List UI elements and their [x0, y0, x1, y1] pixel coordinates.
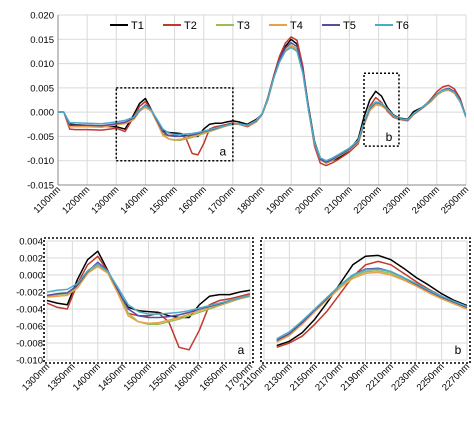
zoom-box-label-b: b [386, 130, 393, 144]
y-tick-label: -0.010 [16, 356, 43, 367]
y-tick-label: 0.000 [30, 108, 54, 119]
panel-label-b: b [455, 343, 462, 357]
y-tick-label: -0.015 [27, 181, 54, 192]
x-tick-label: 1300nm [89, 184, 121, 216]
x-tick-label: 1800nm [235, 184, 267, 216]
series-line-t6 [47, 263, 250, 315]
x-tick-label: 1500nm [148, 184, 180, 216]
y-tick-label: 0.000 [19, 271, 43, 282]
zoom-box-b [363, 72, 400, 147]
y-tick-label: 0.015 [30, 35, 54, 46]
series-line-t6 [58, 46, 466, 162]
zoom-a-series-group [47, 250, 250, 351]
zoom-b-series-group [276, 254, 467, 349]
zoom-a-panel: 0.004 0.002 0.000 -0.002 -0.004 -0.006 -0.008 -… [16, 237, 255, 394]
y-tick-label: -0.006 [16, 322, 43, 333]
x-tick-label: 1400nm [118, 184, 150, 216]
series-line-t2 [47, 255, 250, 351]
legend-label-t1: T1 [131, 20, 144, 32]
x-tick-label: 1600nm [177, 184, 209, 216]
x-tick-label: 1700nm [206, 184, 238, 216]
legend-label-t3: T3 [237, 20, 250, 32]
y-tick-label: 0.005 [30, 83, 54, 94]
y-tick-label: 0.004 [19, 237, 43, 248]
main-panel: 0.020 0.015 0.010 0.005 0.000 -0.005 -0.010 -0.… [27, 11, 471, 217]
series-line-t4 [276, 271, 467, 343]
x-tick-label: 2400nm [410, 184, 442, 216]
series-line-t6 [276, 268, 467, 340]
legend-label-t2: T2 [184, 20, 197, 32]
x-tick-label: 2000nm [293, 184, 325, 216]
series-line-t1 [47, 250, 250, 319]
legend-label-t4: T4 [290, 20, 303, 32]
y-tick-label: -0.008 [16, 339, 43, 350]
y-tick-label: 0.020 [30, 11, 54, 22]
x-tick-label: 2270nm [440, 361, 472, 393]
series-line-t2 [276, 260, 467, 349]
x-tick-label: 2100nm [322, 184, 354, 216]
y-tick-label: -0.010 [27, 156, 54, 167]
panel-label-a: a [238, 343, 245, 357]
series-line-t4 [47, 265, 250, 325]
x-tick-label: 1900nm [264, 184, 296, 216]
y-tick-label: -0.005 [27, 132, 54, 143]
x-tick-label: 2500nm [439, 184, 471, 216]
x-tick-label: 2200nm [352, 184, 384, 216]
zoom-box-label-a: a [220, 145, 227, 159]
zoom-b-panel: 2110nm2130nm2150nm2170nm2190nm2210nm2230… [238, 237, 472, 393]
legend-label-t5: T5 [343, 20, 356, 32]
legend: T1 T2 T3 T4 T5 T6 [110, 20, 409, 32]
legend-label-t6: T6 [396, 20, 409, 32]
y-tick-label: -0.002 [16, 288, 43, 299]
zoom-b-frame [260, 237, 471, 364]
main-series-group [58, 36, 466, 167]
y-tick-label: 0.010 [30, 59, 54, 70]
y-tick-label: -0.004 [16, 305, 43, 316]
zoom-a-frame [43, 237, 254, 364]
series-line-t1 [276, 254, 467, 347]
series-line-t5 [47, 261, 250, 319]
y-tick-label: 0.002 [19, 254, 43, 265]
x-tick-label: 2300nm [381, 184, 413, 216]
series-line-t3 [276, 270, 467, 342]
zoom-box-a [115, 87, 234, 162]
x-tick-label: 1200nm [60, 184, 92, 216]
